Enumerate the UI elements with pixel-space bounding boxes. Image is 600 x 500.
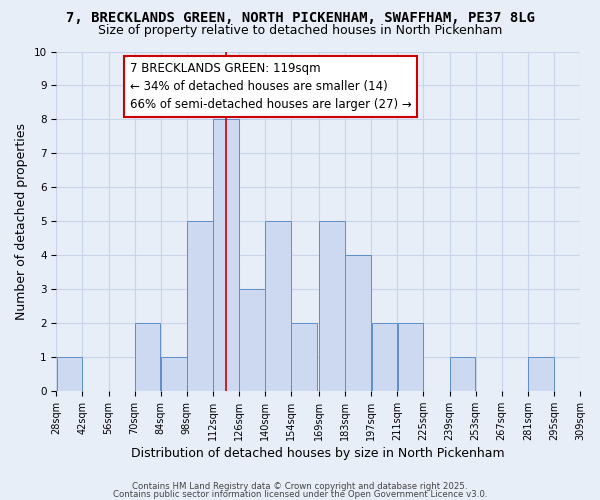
- Text: 7 BRECKLANDS GREEN: 119sqm
← 34% of detached houses are smaller (14)
66% of semi: 7 BRECKLANDS GREEN: 119sqm ← 34% of deta…: [130, 62, 412, 110]
- Bar: [161, 357, 187, 391]
- X-axis label: Distribution of detached houses by size in North Pickenham: Distribution of detached houses by size …: [131, 447, 505, 460]
- Bar: [398, 323, 423, 391]
- Bar: [56, 357, 82, 391]
- Bar: [319, 221, 345, 391]
- Bar: [371, 323, 397, 391]
- Bar: [265, 221, 291, 391]
- Text: Size of property relative to detached houses in North Pickenham: Size of property relative to detached ho…: [98, 24, 502, 37]
- Bar: [450, 357, 475, 391]
- Bar: [528, 357, 554, 391]
- Bar: [187, 221, 212, 391]
- Bar: [213, 120, 239, 391]
- Y-axis label: Number of detached properties: Number of detached properties: [15, 122, 28, 320]
- Text: 7, BRECKLANDS GREEN, NORTH PICKENHAM, SWAFFHAM, PE37 8LG: 7, BRECKLANDS GREEN, NORTH PICKENHAM, SW…: [65, 11, 535, 25]
- Bar: [346, 255, 371, 391]
- Bar: [239, 289, 265, 391]
- Bar: [135, 323, 160, 391]
- Text: Contains public sector information licensed under the Open Government Licence v3: Contains public sector information licen…: [113, 490, 487, 499]
- Bar: [292, 323, 317, 391]
- Text: Contains HM Land Registry data © Crown copyright and database right 2025.: Contains HM Land Registry data © Crown c…: [132, 482, 468, 491]
